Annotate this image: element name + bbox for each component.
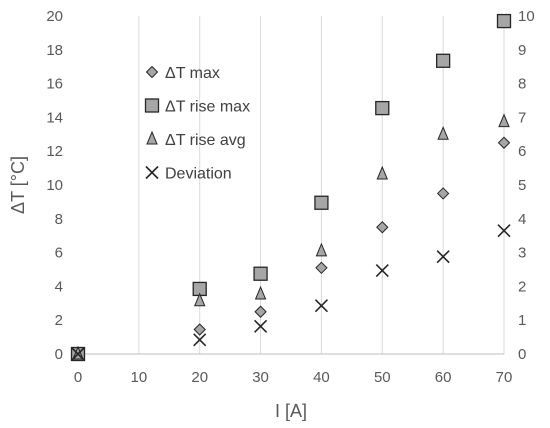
data-point-square — [435, 53, 451, 68]
y-tick-label: 14 — [46, 109, 63, 126]
y2-tick-label: 7 — [518, 109, 526, 126]
data-point-diamond — [497, 136, 511, 149]
y2-tick-label: 5 — [518, 177, 526, 194]
x-axis-title: I [A] — [275, 401, 307, 421]
legend-label: ΔT rise avg — [165, 132, 246, 149]
y-tick-label: 4 — [55, 278, 63, 295]
y2-tick-label: 10 — [518, 8, 535, 25]
data-point-x — [314, 299, 328, 313]
legend-label: Deviation — [165, 166, 232, 183]
data-point-diamond — [315, 261, 328, 275]
data-point-triangle — [254, 285, 267, 300]
data-point-square — [253, 266, 268, 281]
x-tick-label: 40 — [313, 369, 330, 386]
legend-label: ΔT rise max — [165, 99, 250, 116]
x-tick-label: 10 — [131, 369, 148, 386]
data-points — [70, 13, 512, 362]
y-tick-label: 12 — [46, 143, 63, 160]
legend-marker-square — [144, 98, 160, 113]
legend-label: ΔT max — [165, 65, 220, 82]
legend-marker-triangle — [146, 130, 158, 145]
x-tick-label: 20 — [191, 369, 208, 386]
grid-lines — [138, 16, 505, 354]
legend-marker-x — [145, 165, 159, 180]
data-point-diamond — [254, 305, 267, 318]
y-tick-label: 20 — [46, 8, 63, 25]
x-tick-label: 60 — [435, 369, 452, 386]
x-tick-label: 30 — [252, 369, 269, 386]
data-point-x — [254, 319, 268, 333]
data-point-triangle — [315, 242, 328, 257]
data-point-triangle — [437, 126, 449, 140]
y-tick-label: 8 — [55, 211, 63, 228]
y-tick-label: 10 — [46, 177, 63, 194]
legend: ΔT max ΔT rise max ΔT rise avg Deviation — [144, 65, 250, 183]
x-tick-label: 70 — [496, 369, 513, 386]
y2-tick-label: 6 — [518, 143, 526, 160]
data-point-triangle — [498, 113, 510, 128]
legend-marker-diamond — [145, 65, 159, 79]
data-point-diamond — [376, 221, 389, 234]
y2-tick-label: 4 — [518, 211, 526, 228]
data-point-x — [436, 250, 450, 264]
data-point-triangle — [193, 292, 206, 307]
data-point-square — [375, 100, 390, 116]
x-tick-labels: 0 10 20 30 40 50 60 70 — [74, 369, 513, 386]
y-tick-label: 6 — [55, 245, 63, 262]
data-point-diamond — [436, 187, 450, 200]
data-point-x — [375, 263, 389, 278]
y2-tick-label: 1 — [518, 312, 526, 329]
x-tick-label: 50 — [374, 369, 391, 386]
data-point-x — [193, 333, 207, 347]
y-tick-label: 18 — [46, 42, 63, 59]
y2-tick-label: 2 — [518, 278, 526, 295]
data-point-diamond — [193, 323, 206, 336]
y2-tick-label: 8 — [518, 76, 526, 93]
y-tick-label: 0 — [55, 346, 63, 363]
y-tick-label: 16 — [46, 76, 63, 93]
y-axis-title: ΔT [°C] — [8, 156, 28, 214]
data-point-square — [314, 195, 329, 210]
data-point-triangle — [376, 165, 389, 180]
data-point-x — [71, 347, 85, 361]
y2-tick-label: 0 — [518, 346, 526, 363]
y-tick-labels: 0 2 4 6 8 10 12 14 16 18 20 — [46, 8, 63, 363]
y-tick-label: 2 — [55, 312, 63, 329]
x-tick-label: 0 — [74, 369, 82, 386]
data-point-square — [496, 13, 512, 29]
data-point-x — [497, 224, 511, 238]
y2-tick-labels: 0 1 2 3 4 5 6 7 8 9 10 — [518, 8, 535, 363]
y2-tick-label: 9 — [518, 42, 526, 59]
y2-tick-label: 3 — [518, 245, 526, 262]
